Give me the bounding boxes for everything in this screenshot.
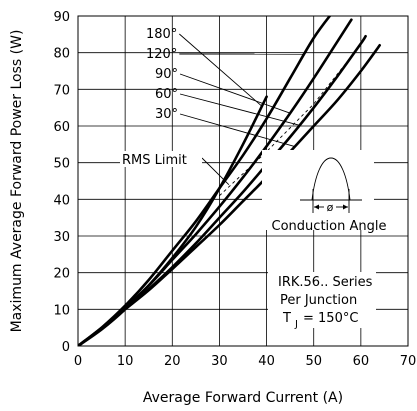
y-tick-label: 80	[53, 47, 70, 62]
series-label-4: 30°	[155, 107, 178, 122]
inset-sine-wave	[311, 157, 351, 201]
y-tick-label: 60	[53, 120, 70, 135]
x-tick-label: 50	[305, 354, 322, 369]
x-tick-label: 40	[258, 354, 275, 369]
series-label-1: 120°	[146, 47, 177, 62]
series-line-2	[78, 18, 353, 346]
tick-labels: 0 10 20 30 40 50 60 70 0 10 20 30 40 50 60 70 80 90	[53, 10, 416, 369]
series-label-0: 180°	[146, 27, 177, 42]
rms-limit-line	[219, 56, 352, 196]
x-tick-label: 20	[164, 354, 181, 369]
y-tick-label: 50	[53, 157, 70, 172]
rms-limit-label: RMS Limit	[122, 153, 187, 168]
inset-angle-symbol: ø	[327, 201, 334, 214]
series-leader-2	[179, 73, 291, 114]
curve-labels: 180° 120° 90° 60° 30°	[146, 27, 178, 122]
series-line-4	[78, 44, 381, 346]
x-tick-label: 60	[353, 354, 370, 369]
x-axis-title: Average Forward Current (A)	[143, 390, 343, 406]
x-tick-label: 10	[117, 354, 134, 369]
rms-limit-leader	[201, 157, 230, 185]
note-per-junction: Per Junction	[280, 293, 357, 308]
y-axis-title: Maximum Average Forward Power Loss (W)	[9, 30, 25, 333]
x-tick-label: 30	[211, 354, 228, 369]
inset-label: Conduction Angle	[272, 219, 387, 234]
series-note: IRK.56.. Series Per Junction T J = 150°C	[268, 272, 376, 330]
x-tick-label: 70	[400, 354, 417, 369]
y-tick-label: 20	[53, 267, 70, 282]
rms-label-bg	[120, 151, 202, 167]
plot-frame	[77, 15, 409, 347]
series-label-3: 60°	[155, 87, 178, 102]
y-tick-label: 30	[53, 230, 70, 245]
inset-arrowhead-right	[343, 204, 348, 210]
series-leader-3	[179, 93, 300, 126]
curves	[78, 16, 381, 346]
note-tj-value: = 150°C	[303, 311, 358, 326]
y-tick-label: 90	[53, 10, 70, 25]
conduction-angle-inset: ø Conduction Angle	[262, 150, 386, 234]
series-leader-0	[179, 33, 263, 107]
y-tick-label: 0	[62, 340, 70, 355]
series-label-2: 90°	[155, 67, 178, 82]
rms-limit	[201, 56, 352, 196]
y-tick-label: 70	[53, 83, 70, 98]
note-tj-symbol: T	[282, 311, 291, 326]
series-leader-4	[179, 113, 295, 147]
y-tick-label: 10	[53, 303, 70, 318]
inset-arrowhead-left	[314, 204, 319, 210]
label-leaders	[179, 33, 305, 147]
note-tj-subscript: J	[294, 319, 298, 330]
x-tick-label: 0	[74, 354, 82, 369]
note-series: IRK.56.. Series	[278, 275, 373, 290]
y-tick-label: 40	[53, 193, 70, 208]
